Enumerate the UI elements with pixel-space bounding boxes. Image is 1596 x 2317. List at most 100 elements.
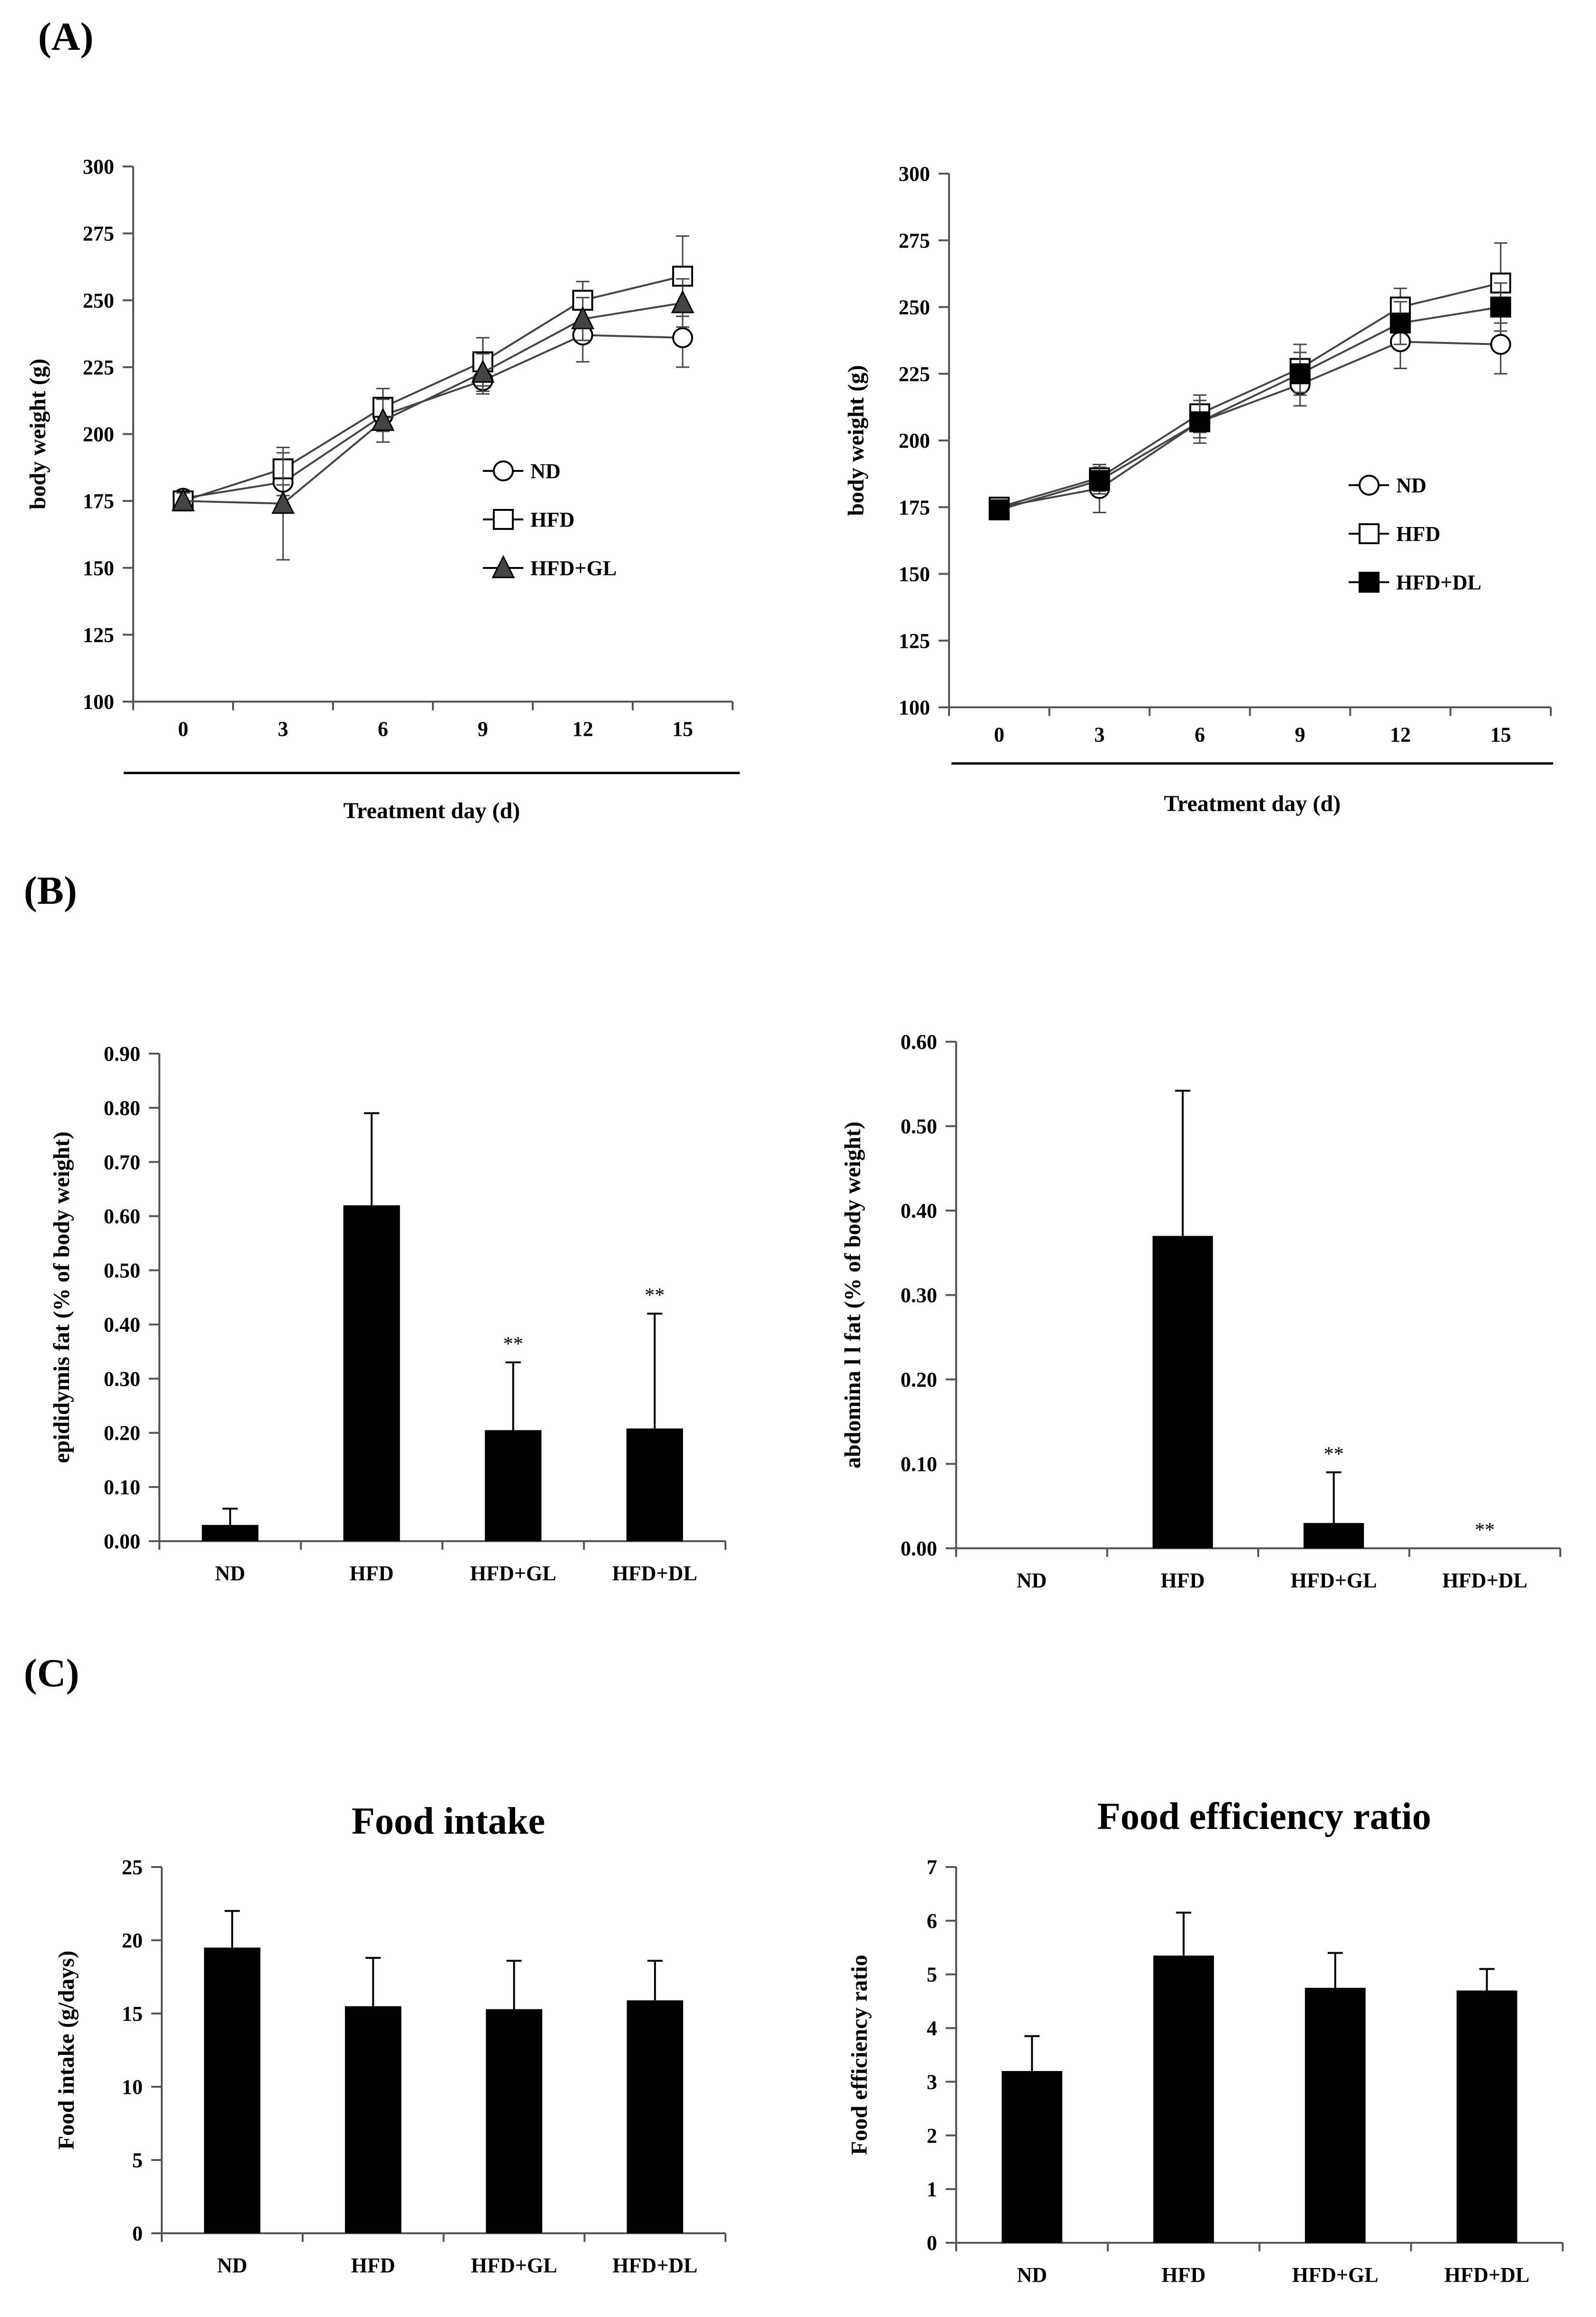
x-tick-label-hfd-dl: HFD+DL: [612, 2254, 697, 2277]
legend-label-hfd-dl: HFD+DL: [1396, 571, 1481, 594]
bar-hfd-dl: [626, 1428, 683, 1541]
bar-hfd-gl: [1305, 1987, 1366, 2243]
y-tick-label: 125: [83, 623, 114, 646]
x-tick-label-hfd: HFD: [351, 2254, 395, 2277]
nd-marker: [672, 327, 693, 348]
legend-label-hfd: HFD: [530, 508, 575, 531]
epididymis-fat-chart: 0.00 0.10 0.20 0.30 0.40 0.50 0.60 0.70 0.80 0.90…: [49, 1042, 726, 1585]
y-tick-label: 0.70: [104, 1151, 140, 1174]
x-tick-label: 15: [672, 717, 693, 741]
y-tick-label: 1: [927, 2178, 937, 2201]
x-tick-label: 15: [1490, 723, 1511, 746]
bar-hfd-gl: [485, 1430, 542, 1541]
y-axis-title: epididymis fat (% of body weight): [49, 1132, 74, 1463]
nd-series-line: [999, 341, 1501, 508]
y-tick-label: 0.80: [104, 1096, 140, 1120]
panel-label-b: (B): [24, 869, 77, 913]
significance-annotation-hfd-gl: **: [1324, 1443, 1344, 1465]
y-tick-label: 0.20: [104, 1421, 140, 1445]
abdominal-fat-chart: 0.00 0.10 0.20 0.30 0.40 0.50 0.60 abdomina l l…: [840, 1030, 1561, 1592]
y-tick-label: 0.10: [901, 1453, 937, 1476]
bar-hfd: [1152, 1236, 1213, 1548]
y-axis-title: abdomina l l fat (% of body weight): [840, 1122, 865, 1468]
hfd-marker: [1359, 523, 1380, 544]
x-tick-label-nd: ND: [217, 2254, 247, 2277]
y-tick-label: 300: [899, 162, 930, 186]
x-tick-label: 9: [478, 717, 488, 741]
y-tick-label: 0.00: [901, 1537, 937, 1560]
x-tick-label-hfd-gl: HFD+GL: [471, 2254, 558, 2277]
y-tick-label: 175: [899, 496, 930, 519]
hfd-gl-marker: [491, 555, 515, 578]
x-tick-label-hfd: HFD: [1161, 1569, 1205, 1592]
y-tick-label: 0.20: [901, 1368, 937, 1391]
hfd-dl-marker: [989, 499, 1010, 520]
x-axis-title: Treatment day (d): [343, 798, 520, 823]
bar-hfd: [345, 2006, 401, 2233]
bar-hfd-dl: [627, 2000, 684, 2233]
hfd-dl-series-line: [999, 306, 1501, 511]
bar-hfd-gl: [1303, 1523, 1364, 1548]
y-tick-label: 150: [83, 557, 114, 580]
x-tick-label-hfd-dl: HFD+DL: [612, 1562, 697, 1585]
panel-label-a: (A): [38, 15, 94, 59]
y-tick-label: 5: [927, 1963, 937, 1986]
hfd-gl-marker: [271, 490, 295, 514]
y-tick-label: 200: [83, 423, 114, 446]
y-tick-label: 100: [899, 696, 930, 719]
x-tick-label: 0: [178, 717, 188, 741]
y-tick-label: 7: [927, 1856, 937, 1879]
x-tick-label: 12: [572, 717, 593, 741]
bar-nd: [202, 1525, 259, 1541]
hfd-dl-marker: [1490, 296, 1511, 318]
bar-nd: [204, 1947, 261, 2233]
y-tick-label: 0.10: [104, 1476, 140, 1499]
legend-label-hfd-gl: HFD+GL: [530, 557, 617, 580]
y-tick-label: 0.60: [104, 1205, 140, 1228]
x-tick-label-nd: ND: [215, 1562, 245, 1585]
y-axis-title: body weight (g): [843, 365, 869, 516]
bar-nd: [1001, 2071, 1063, 2243]
y-tick-label: 6: [927, 1909, 937, 1933]
x-tick-label: 0: [994, 723, 1004, 746]
hfd-gl-marker: [471, 359, 495, 383]
hfd-series-line: [999, 282, 1501, 508]
bar-hfd: [1153, 1955, 1214, 2243]
y-tick-label: 0: [927, 2231, 937, 2255]
y-tick-label: 0.30: [104, 1367, 140, 1390]
y-tick-label: 20: [122, 1929, 143, 1952]
y-tick-label: 250: [83, 289, 114, 312]
y-tick-label: 4: [927, 2017, 937, 2040]
x-tick-label-nd: ND: [1017, 1569, 1047, 1592]
hfd-series-line: [183, 275, 683, 502]
y-tick-label: 0.00: [104, 1530, 140, 1553]
x-tick-label: 3: [278, 717, 288, 741]
x-tick-label-hfd-dl: HFD+DL: [1442, 1569, 1527, 1592]
y-tick-label: 150: [899, 563, 930, 586]
y-tick-label: 125: [899, 629, 930, 653]
y-tick-label: 15: [122, 2002, 143, 2025]
y-tick-label: 225: [899, 362, 930, 386]
y-tick-label: 0.40: [901, 1199, 937, 1222]
hfd-gl-marker: [171, 488, 195, 511]
hfd-gl-marker: [571, 306, 595, 330]
y-tick-label: 0.30: [901, 1284, 937, 1307]
food-efficiency-chart: 0 1 2 3 4 5 6 7 Food efficiency ratio ND HFD HFD+GL…: [847, 1796, 1564, 2287]
hfd-dl-marker: [1189, 411, 1211, 432]
x-tick-label-hfd-gl: HFD+GL: [470, 1562, 557, 1585]
y-tick-label: 300: [83, 155, 114, 178]
y-axis-title: Food efficiency ratio: [847, 1955, 872, 2155]
nd-marker: [1359, 475, 1380, 496]
legend-label-nd: ND: [1396, 474, 1427, 497]
y-axis-title: Food intake (g/days): [54, 1951, 79, 2150]
x-tick-label: 12: [1390, 723, 1411, 746]
significance-annotation-hfd-gl: **: [503, 1333, 523, 1355]
hfd-gl-marker: [371, 408, 395, 431]
chart-title: Food intake: [352, 1800, 545, 1842]
nd-marker: [493, 460, 514, 481]
y-tick-label: 3: [927, 2070, 937, 2093]
y-tick-label: 5: [132, 2149, 143, 2172]
